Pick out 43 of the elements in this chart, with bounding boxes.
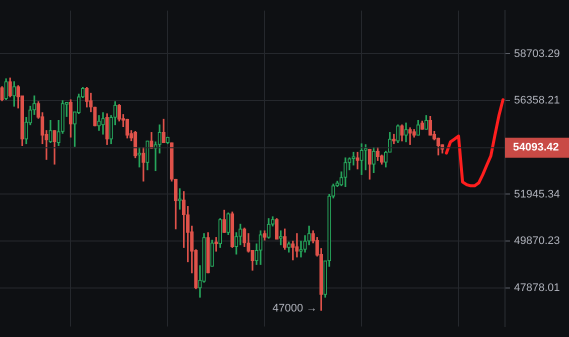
- candlestick: [218, 218, 222, 248]
- candlestick: [101, 112, 105, 135]
- candlestick: [206, 232, 210, 274]
- y-tick-label: 47878.01: [514, 282, 560, 294]
- candlestick: [162, 118, 166, 144]
- candlestick: [93, 106, 97, 126]
- candlestick: [424, 115, 428, 130]
- candlestick: [420, 120, 424, 130]
- ref-line-label: 54093.42: [513, 142, 559, 154]
- candlestick: [138, 147, 142, 168]
- candlestick: [436, 138, 440, 156]
- y-tick-label: 51945.34: [514, 188, 560, 200]
- candlestick: [274, 218, 279, 240]
- candlestick: [408, 127, 412, 145]
- candlestick: [0, 86, 4, 102]
- candlestick: [356, 152, 360, 170]
- candlestick: [68, 99, 73, 138]
- candlestick: [230, 212, 234, 248]
- candlestick: [287, 242, 291, 253]
- candlestick: [238, 224, 242, 246]
- candlestick: [146, 140, 150, 170]
- candlestick: [396, 124, 400, 144]
- candlestick: [344, 157, 348, 187]
- candlestick: [360, 143, 364, 175]
- candlestick: [392, 134, 396, 144]
- candlestick: [295, 233, 299, 258]
- candlestick: [8, 78, 12, 98]
- candlestick: [12, 81, 16, 107]
- y-tick-label: 58703.29: [514, 48, 560, 60]
- y-tick-label: 56358.21: [514, 94, 560, 107]
- annotation: 47000 →: [272, 302, 318, 314]
- candlestick: [105, 113, 109, 145]
- candlestick: [400, 124, 404, 142]
- candlestick: [222, 210, 226, 233]
- candlestick: [210, 240, 214, 267]
- candlestick: [142, 147, 146, 182]
- y-tick-label: 49870.23: [514, 235, 560, 248]
- candlestick: [4, 78, 8, 100]
- candlestick: [404, 122, 408, 142]
- candlestick: [282, 228, 287, 250]
- candlestick: [226, 212, 230, 235]
- candlestick: [97, 115, 101, 131]
- candlestick: [48, 120, 52, 144]
